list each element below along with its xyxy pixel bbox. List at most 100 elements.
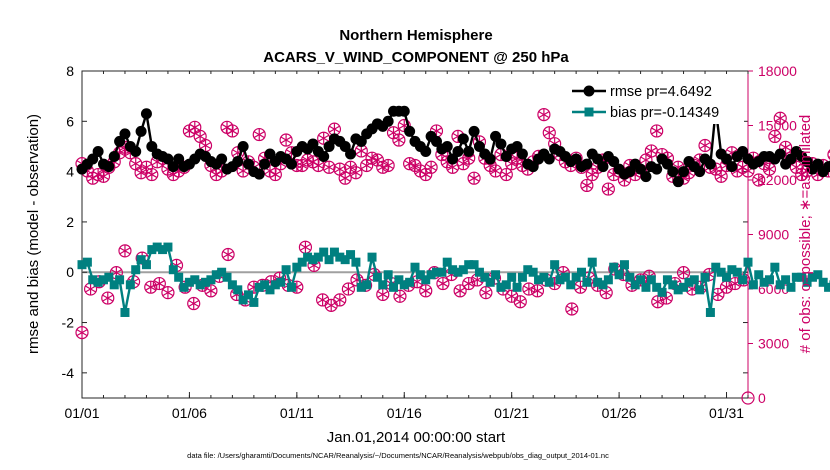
rmse-point <box>318 151 330 163</box>
bias-point <box>297 257 307 267</box>
bias-point <box>222 272 232 282</box>
bias-point <box>791 272 801 282</box>
y-tick-label: 8 <box>66 63 74 79</box>
obs-assimilated-point <box>457 157 469 170</box>
bias-point <box>286 282 296 292</box>
rmse-point <box>463 145 475 157</box>
bias-point <box>168 265 178 275</box>
obs-assimilated-point <box>712 288 724 301</box>
rmse-point <box>285 158 297 170</box>
y-tick-label-right: 9000 <box>758 227 789 243</box>
chart-title: Northern Hemisphere <box>339 27 492 44</box>
bias-point <box>120 307 130 317</box>
bias-point <box>764 275 774 285</box>
obs-assimilated-point <box>188 297 200 310</box>
obs-assimilated-point <box>130 157 142 170</box>
bias-point <box>152 242 162 252</box>
bias-point <box>437 267 447 277</box>
obs-assimilated-point <box>318 132 330 145</box>
bias-point <box>227 280 237 290</box>
obs-assimilated-point <box>500 168 512 181</box>
bias-point <box>722 272 732 282</box>
bias-point <box>163 242 173 252</box>
rmse-point <box>640 171 652 183</box>
legend-rmse-marker <box>583 85 595 97</box>
bias-point <box>534 275 544 285</box>
bias-point <box>410 262 420 272</box>
bias-point <box>431 267 441 277</box>
obs-assimilated-point <box>366 152 378 165</box>
obs-assimilated-point <box>774 112 786 125</box>
bias-point <box>265 285 275 295</box>
obs-assimilated-point <box>393 134 405 147</box>
obs-assimilated-point <box>420 284 432 297</box>
bias-point <box>448 265 458 275</box>
bias-point <box>329 247 339 257</box>
bias-point <box>603 275 613 285</box>
obs-assimilated-point <box>514 295 526 308</box>
bias-point <box>303 252 313 262</box>
obs-assimilated-point <box>325 299 337 312</box>
obs-assimilated-point <box>409 159 421 172</box>
bias-point <box>512 282 522 292</box>
rmse-point <box>259 158 271 170</box>
bias-point <box>662 275 672 285</box>
obs-assimilated-point <box>135 166 147 179</box>
rmse-point <box>726 161 738 173</box>
bias-point <box>394 275 404 285</box>
obs-assimilated-point <box>312 159 324 172</box>
bias-point <box>125 280 135 290</box>
bias-point <box>308 255 318 265</box>
y-tick-label-right: 12000 <box>758 172 797 188</box>
obs-assimilated-point <box>586 168 598 181</box>
rmse-point <box>345 148 357 160</box>
obs-assimilated-point <box>463 277 475 290</box>
bias-point <box>389 282 399 292</box>
bias-point <box>641 282 651 292</box>
obs-assimilated-point <box>678 266 690 279</box>
rmse-point <box>92 145 104 157</box>
legend-bias-label: bias pr=-0.14349 <box>610 105 719 121</box>
bias-point <box>593 277 603 287</box>
bias-point <box>383 270 393 280</box>
bias-point <box>276 277 286 287</box>
bias-point <box>362 280 372 290</box>
bias-point <box>426 270 436 280</box>
bias-point <box>270 280 280 290</box>
bias-point <box>378 280 388 290</box>
bias-point <box>759 277 769 287</box>
bias-point <box>684 277 694 287</box>
obs-assimilated-point <box>425 161 437 174</box>
x-tick-label: 01/11 <box>280 405 314 421</box>
obs-assimilated-point <box>602 183 614 196</box>
x-axis-label: Jan.01,2014 00:00:00 start <box>327 429 506 446</box>
bias-point <box>260 280 270 290</box>
bias-point <box>93 277 103 287</box>
bias-point <box>324 255 334 265</box>
bias-point <box>351 257 361 267</box>
rmse-point <box>774 148 786 160</box>
data-file-note: data file: /Users/gharamti/Documents/NCA… <box>187 451 609 460</box>
bias-point <box>340 255 350 265</box>
obs-assimilated-point <box>763 163 776 176</box>
obs-possible-point <box>741 391 755 405</box>
bias-point <box>474 267 484 277</box>
bias-point <box>464 260 474 270</box>
x-tick-label: 01/21 <box>494 405 529 421</box>
bias-point <box>405 277 415 287</box>
y-axis-label: rmse and bias (model - observation) <box>25 114 42 354</box>
obs-assimilated-point <box>299 241 311 254</box>
obs-assimilated-point <box>334 293 346 306</box>
bias-point <box>748 280 758 290</box>
bias-point <box>555 275 565 285</box>
bias-point <box>217 267 227 277</box>
bias-point <box>249 297 259 307</box>
obs-assimilated-point <box>146 168 158 181</box>
bias-point <box>727 265 737 275</box>
bias-point <box>577 267 586 277</box>
bias-point <box>115 275 125 285</box>
legend: rmse pr=4.6492 bias pr=-0.14349 <box>568 80 744 124</box>
bias-point <box>233 285 243 295</box>
bias-point <box>507 272 517 282</box>
bias-point <box>281 265 291 275</box>
